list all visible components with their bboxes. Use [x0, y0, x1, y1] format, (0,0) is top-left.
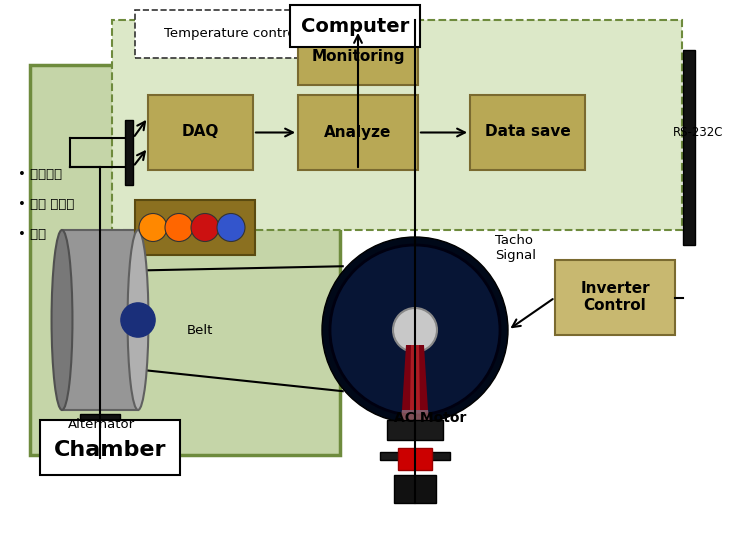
- FancyBboxPatch shape: [555, 260, 675, 335]
- FancyBboxPatch shape: [298, 95, 418, 170]
- FancyBboxPatch shape: [380, 452, 450, 460]
- Polygon shape: [402, 345, 428, 410]
- Polygon shape: [397, 410, 433, 440]
- Circle shape: [217, 213, 245, 241]
- FancyBboxPatch shape: [683, 50, 695, 245]
- FancyBboxPatch shape: [80, 414, 120, 432]
- FancyBboxPatch shape: [112, 20, 682, 230]
- FancyBboxPatch shape: [290, 5, 420, 47]
- Circle shape: [393, 308, 437, 352]
- Circle shape: [165, 213, 193, 241]
- Text: Analyze: Analyze: [324, 125, 392, 139]
- Circle shape: [330, 245, 500, 415]
- Text: Chamber: Chamber: [54, 440, 166, 460]
- FancyBboxPatch shape: [125, 120, 133, 185]
- Circle shape: [139, 213, 167, 241]
- Ellipse shape: [51, 230, 73, 410]
- FancyBboxPatch shape: [62, 230, 138, 410]
- Text: Inverter
Control: Inverter Control: [580, 281, 650, 313]
- Text: Computer: Computer: [301, 17, 409, 36]
- FancyBboxPatch shape: [75, 442, 125, 450]
- Text: Temperature control: Temperature control: [164, 28, 299, 40]
- FancyBboxPatch shape: [387, 420, 443, 440]
- Text: Belt: Belt: [187, 323, 213, 336]
- Ellipse shape: [128, 230, 148, 410]
- Text: • 누설전류: • 누설전류: [18, 168, 62, 181]
- FancyBboxPatch shape: [148, 95, 253, 170]
- FancyBboxPatch shape: [298, 30, 418, 85]
- Text: Alternator: Alternator: [68, 418, 135, 431]
- Circle shape: [322, 237, 508, 423]
- Text: Monitoring: Monitoring: [311, 50, 404, 64]
- Text: AC Motor: AC Motor: [394, 411, 466, 425]
- FancyBboxPatch shape: [135, 200, 255, 255]
- Text: Tacho
Signal: Tacho Signal: [495, 234, 536, 262]
- Polygon shape: [410, 345, 420, 410]
- FancyBboxPatch shape: [135, 10, 330, 58]
- Text: Data save: Data save: [485, 125, 571, 139]
- Circle shape: [121, 303, 155, 337]
- FancyBboxPatch shape: [470, 95, 585, 170]
- FancyBboxPatch shape: [394, 475, 436, 503]
- Text: RS-232C: RS-232C: [673, 126, 723, 139]
- Circle shape: [191, 213, 219, 241]
- FancyBboxPatch shape: [40, 420, 180, 475]
- Text: • 전압: • 전압: [18, 228, 46, 241]
- Text: DAQ: DAQ: [181, 125, 219, 139]
- FancyBboxPatch shape: [30, 65, 340, 455]
- Text: • 컴인 스피드: • 컴인 스피드: [18, 199, 74, 212]
- FancyBboxPatch shape: [398, 448, 432, 470]
